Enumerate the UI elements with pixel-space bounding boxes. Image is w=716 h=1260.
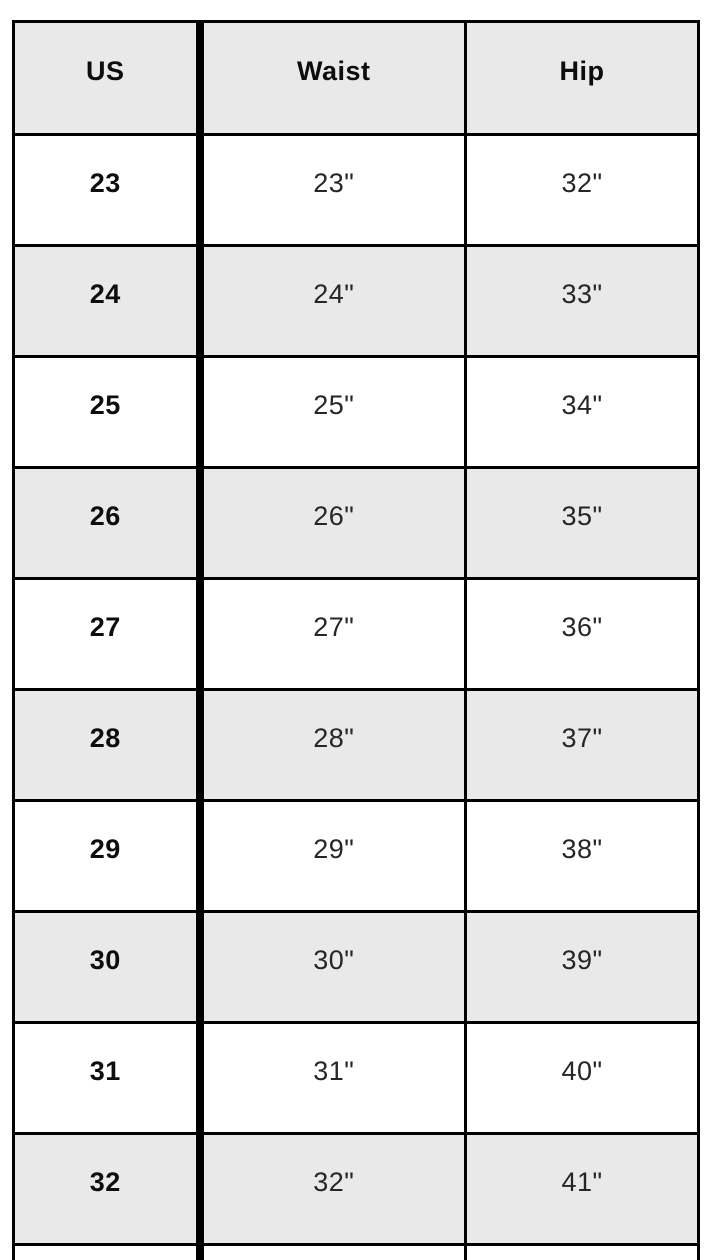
table-row: 30 30" 39" [12,910,700,1024]
cell-us-size: 29 [12,799,204,913]
cell-us-size: 24 [12,244,204,358]
header-cell-waist: Waist [198,20,467,136]
cell-us-size: 31 [12,1021,204,1135]
cell-hip: 41" [464,1132,700,1246]
table-header: US Waist Hip [12,20,700,136]
table-row: 25 25" 34" [12,355,700,469]
cell-hip: 38" [464,799,700,913]
table-row: 24 24" 33" [12,244,700,358]
cell-hip: 34" [464,355,700,469]
cell-hip: 35" [464,466,700,580]
table-row: 28 28" 37" [12,688,700,802]
cell-us-size: 33 [12,1243,204,1260]
table-row: 31 31" 40" [12,1021,700,1135]
cell-us-size: 32 [12,1132,204,1246]
cell-waist: 23" [198,133,467,247]
table-row: 23 23" 32" [12,133,700,247]
cell-waist: 28" [198,688,467,802]
cell-waist: 31" [198,1021,467,1135]
cell-us-size: 28 [12,688,204,802]
cell-waist: 27" [198,577,467,691]
cell-hip: 39" [464,910,700,1024]
cell-hip: 40" [464,1021,700,1135]
cell-waist: 29" [198,799,467,913]
cell-us-size: 23 [12,133,204,247]
cell-waist: 33.5" [198,1243,467,1260]
table-row: 26 26" 35" [12,466,700,580]
header-cell-us: US [12,20,204,136]
cell-hip: 32" [464,133,700,247]
cell-hip: 33" [464,244,700,358]
table-body: 23 23" 32" 24 24" 33" 25 25" 34" 26 26" … [12,133,700,1260]
cell-hip: 42.5" [464,1243,700,1260]
cell-us-size: 25 [12,355,204,469]
header-row: US Waist Hip [12,20,700,136]
cell-us-size: 27 [12,577,204,691]
cell-us-size: 30 [12,910,204,1024]
header-cell-hip: Hip [464,20,700,136]
cell-waist: 26" [198,466,467,580]
table-row: 29 29" 38" [12,799,700,913]
table-row: 32 32" 41" [12,1132,700,1246]
table-row: 33 33.5" 42.5" [12,1243,700,1260]
cell-hip: 37" [464,688,700,802]
cell-hip: 36" [464,577,700,691]
cell-waist: 32" [198,1132,467,1246]
size-chart-table: US Waist Hip 23 23" 32" 24 24" 33" 25 25… [12,20,700,1260]
table-row: 27 27" 36" [12,577,700,691]
cell-waist: 25" [198,355,467,469]
cell-waist: 30" [198,910,467,1024]
cell-us-size: 26 [12,466,204,580]
cell-waist: 24" [198,244,467,358]
